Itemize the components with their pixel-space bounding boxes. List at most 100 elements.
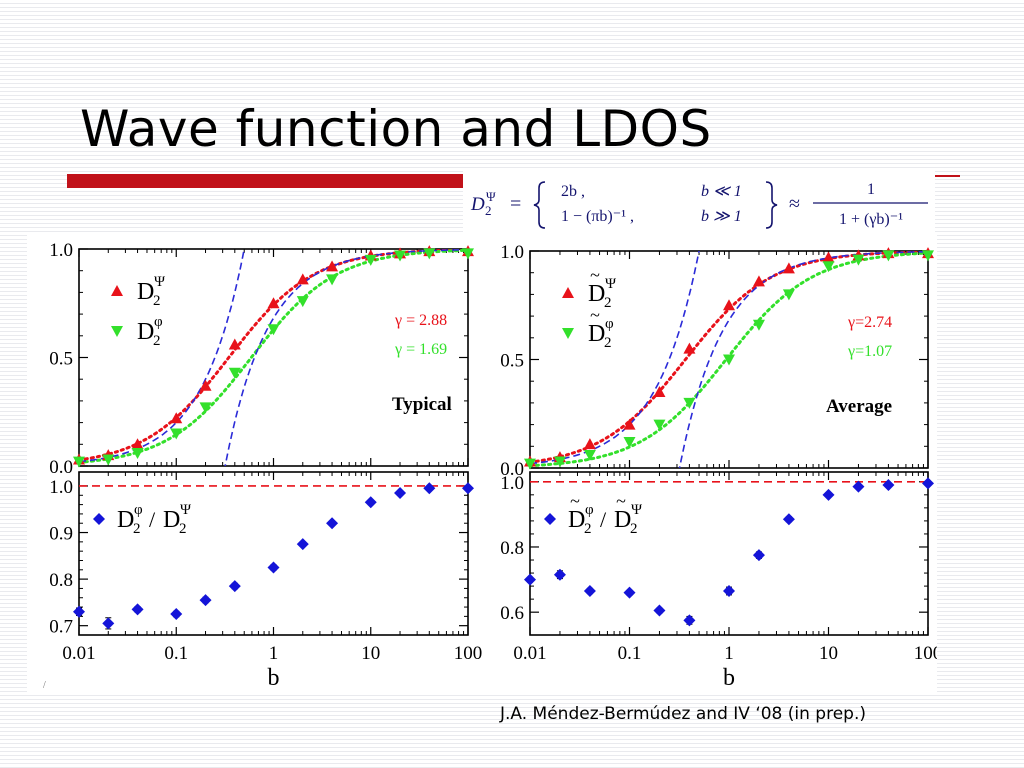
formula-lhs-sup: Ψ	[486, 189, 496, 204]
bottom-right-series0-point	[782, 513, 795, 526]
formula-left-brace	[533, 181, 546, 229]
bottom-right-ytick-label: 0.6	[500, 603, 524, 624]
formula-equals: =	[510, 193, 521, 215]
bottom-left-series0-point	[102, 617, 115, 630]
top-right-curve-small-b-2	[530, 251, 700, 465]
formula: D 2 Ψ = 2b , b ≪ 1 1 − (πb)⁻¹ , b ≫ 1 ≈ …	[463, 168, 935, 240]
top-left-series0-point	[228, 338, 241, 350]
citation: J.A. Méndez-Bermúdez and IV ‘08 (in prep…	[500, 704, 866, 724]
top-left-curve-large-b-3	[224, 249, 468, 466]
top-right-series1-point	[524, 458, 536, 470]
bottom-right-series0-point	[922, 477, 934, 490]
top-left-series1-point	[267, 324, 280, 336]
formula-denominator: 1 + (γb)⁻¹	[839, 211, 903, 228]
bottom-left-legend-0-symbol	[93, 513, 105, 525]
top-right-series1-point	[822, 261, 835, 273]
top-left-series1-point	[296, 296, 309, 308]
top-left-series1-point	[394, 250, 407, 262]
bottom-left-series0-point	[364, 496, 377, 509]
bottom-right-series0-point	[524, 573, 536, 586]
top-left-legend-0-label-sup: Ψ	[154, 274, 166, 290]
bottom-right-legend-0-den-sub: 2	[630, 521, 638, 537]
top-right-series0-point	[822, 251, 835, 263]
top-right-gamma-label-1: γ=1.07	[847, 343, 892, 360]
bottom-right-xtick-label: 10	[819, 643, 838, 664]
formula-lhs-sub: 2	[485, 203, 492, 218]
bottom-right-xtick-label: 0.1	[618, 643, 642, 664]
bottom-right-series0-point	[683, 614, 696, 627]
bottom-left-series0-point	[423, 482, 436, 495]
top-right-legend-1-label-sup: φ	[605, 316, 614, 332]
bottom-left-ytick-label: 0.7	[49, 617, 73, 638]
top-left-legend-0-symbol	[111, 285, 123, 296]
top-left-series0-point	[326, 260, 339, 272]
top-left-legend-1-label-base: D	[137, 319, 154, 345]
formula-case1-condition: b ≪ 1	[701, 183, 742, 200]
top-right-legend-0-label-sup: Ψ	[605, 276, 617, 292]
formula-lhs: D	[470, 194, 485, 215]
formula-case2-value: 1 − (πb)⁻¹ ,	[561, 208, 634, 225]
bottom-left-xtick-label: 10	[361, 643, 380, 664]
bottom-left-series0-point	[199, 594, 212, 607]
top-left-series1-point	[199, 402, 212, 414]
top-left-ytick-label: 0.5	[49, 349, 73, 370]
top-right-series0-point	[723, 299, 735, 311]
bottom-right-xtick-label: 100	[914, 643, 937, 664]
top-right-series0-point	[583, 438, 596, 450]
bottom-right-xtick-label: 0.01	[513, 643, 546, 664]
formula-approx: ≈	[789, 193, 800, 215]
top-left-series1-point	[170, 428, 183, 440]
slide-title: Wave function and LDOS	[80, 100, 712, 158]
top-left-legend-1-label-sub: 2	[153, 333, 161, 349]
bottom-right-series0-point	[882, 479, 895, 492]
bottom-right-legend-0-symbol	[544, 513, 556, 525]
bottom-right-legend-0-num-tilde: ~	[570, 491, 580, 511]
bottom-right-xlabel: b	[723, 665, 735, 691]
top-left-gamma-label-1: γ = 1.69	[394, 341, 447, 358]
bottom-left-xlabel: b	[268, 665, 280, 691]
top-right-series0-point	[623, 418, 636, 430]
bottom-right-series0-point	[822, 488, 835, 501]
bottom-left-xtick-label: 0.1	[164, 643, 188, 664]
top-right-series1-point	[683, 397, 696, 409]
bottom-left-series0-point	[267, 561, 280, 574]
bottom-right-series0-point	[583, 584, 596, 597]
bottom-left-legend-0-num-sub: 2	[133, 521, 141, 537]
top-right-series1-point	[623, 436, 636, 448]
top-right-legend-0-symbol	[562, 287, 574, 298]
formula-numerator: 1	[867, 181, 875, 198]
top-right-legend-1-symbol	[562, 328, 574, 339]
top-left-legend-1-label-sup: φ	[154, 314, 163, 330]
bottom-left-ytick-label: 1.0	[49, 477, 73, 498]
top-right-curve-large-b-3	[678, 251, 928, 468]
top-right-gamma-label-0: γ=2.74	[847, 314, 892, 331]
top-left-series1-point	[102, 454, 115, 466]
top-right-ytick-label: 0.5	[500, 351, 524, 372]
top-right-series1-point	[922, 250, 934, 262]
bottom-left-legend-0-den-sub: 2	[179, 521, 187, 537]
top-left-series0-point	[296, 273, 309, 285]
top-right-series1-point	[782, 289, 795, 301]
bottom-left-legend-0-num-base: D	[117, 507, 134, 533]
top-right-legend-0-label-base: D	[588, 281, 605, 307]
bottom-left-series0-point	[462, 482, 474, 495]
bottom-left-series0-point	[228, 580, 241, 593]
top-left-series1-point	[462, 248, 474, 260]
bottom-right-ytick-label: 0.8	[500, 538, 524, 559]
top-right-series1-point	[653, 419, 666, 431]
bottom-right-series0-point	[553, 568, 566, 581]
top-left-series0-point	[170, 412, 183, 424]
bottom-left-xtick-label: 0.01	[62, 643, 95, 664]
top-left-ytick-label: 1.0	[49, 240, 73, 261]
top-left-series1-point	[423, 248, 436, 260]
bottom-right-series0-point	[723, 584, 735, 597]
bottom-right-series0-point	[653, 604, 666, 617]
top-right-series0-point	[653, 386, 666, 398]
top-left-curve-small-b-2	[79, 249, 246, 463]
bottom-right-legend-0-num-sub: 2	[584, 521, 592, 537]
top-right-series1-point	[583, 449, 596, 461]
bottom-left-legend-0-num-sup: φ	[134, 502, 143, 518]
top-left-series0-point	[199, 379, 212, 391]
bottom-right-ytick-label: 1.0	[500, 473, 524, 494]
